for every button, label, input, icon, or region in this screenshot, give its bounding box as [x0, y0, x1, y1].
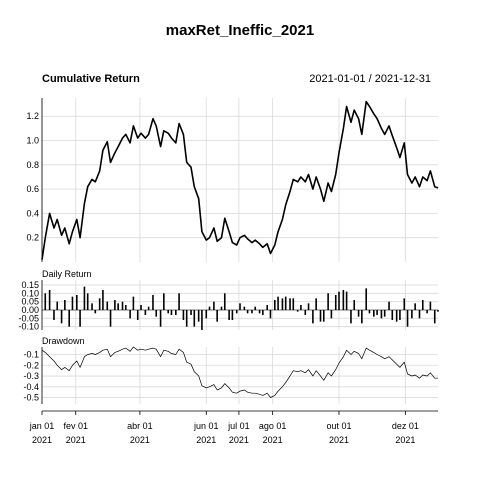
- panel-label-cumulative: Cumulative Return: [42, 73, 140, 85]
- ytick-label-daily: 0.05: [21, 297, 39, 307]
- xtick-label-year: 2021: [329, 435, 349, 445]
- xtick-label-year: 2021: [130, 435, 150, 445]
- ytick-label-cumulative: 0.2: [26, 233, 39, 243]
- xtick-label-year: 2021: [229, 435, 249, 445]
- xtick-label-year: 2021: [395, 435, 415, 445]
- xtick-label-year: 2021: [196, 435, 216, 445]
- ytick-label-cumulative: 0.4: [26, 208, 39, 218]
- ytick-label-cumulative: 0.6: [26, 184, 39, 194]
- ytick-label-cumulative: 1.0: [26, 136, 39, 146]
- xtick-label-month: jun 01: [193, 421, 219, 431]
- ytick-label-drawdown: -0.4: [23, 382, 39, 392]
- ytick-label-daily: -0.05: [18, 313, 39, 323]
- xtick-label-year: 2021: [32, 435, 52, 445]
- ytick-label-drawdown: -0.2: [23, 360, 39, 370]
- ytick-label-daily: 0.15: [21, 280, 39, 290]
- ytick-label-cumulative: 0.8: [26, 160, 39, 170]
- panel-label-drawdown: Drawdown: [42, 336, 85, 346]
- xtick-label-year: 2021: [66, 435, 86, 445]
- ytick-label-drawdown: -0.1: [23, 350, 39, 360]
- xtick-label-month: out 01: [326, 421, 351, 431]
- panel-label-daily: Daily Return: [42, 269, 92, 279]
- tick-labels-layer: 0.20.40.60.81.01.20.150.100.050.00-0.05-…: [18, 111, 418, 445]
- ytick-label-daily: 0.10: [21, 288, 39, 298]
- chart-title: maxRet_Ineffic_2021: [166, 22, 314, 39]
- xtick-label-month: abr 01: [127, 421, 153, 431]
- xtick-label-month: ago 01: [259, 421, 287, 431]
- drawdown-line: [41, 346, 438, 398]
- ytick-label-daily: 0.00: [21, 305, 39, 315]
- cumulative-return-line: [41, 100, 439, 260]
- xtick-label-month: jul 01: [227, 421, 250, 431]
- ytick-label-drawdown: -0.5: [23, 393, 39, 403]
- ytick-label-drawdown: -0.3: [23, 371, 39, 381]
- ytick-label-daily: -0.10: [18, 322, 39, 332]
- xtick-label-month: fev 01: [63, 421, 88, 431]
- xtick-label-month: dez 01: [392, 421, 419, 431]
- xtick-label-year: 2021: [263, 435, 283, 445]
- xtick-label-month: jan 01: [29, 421, 55, 431]
- date-range-label: 2021-01-01 / 2021-12-31: [309, 73, 431, 85]
- ytick-label-cumulative: 1.2: [26, 111, 39, 121]
- data-layer: [41, 100, 439, 398]
